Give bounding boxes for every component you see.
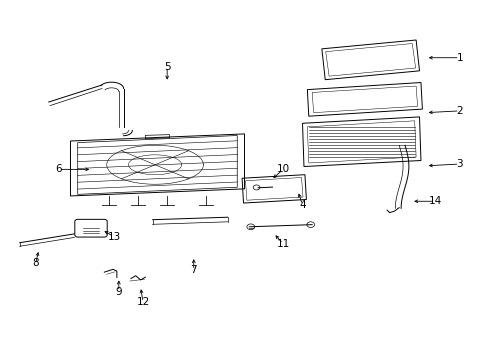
Text: 7: 7 bbox=[190, 265, 197, 275]
Text: 1: 1 bbox=[455, 53, 462, 63]
Text: 12: 12 bbox=[136, 297, 149, 307]
Text: 2: 2 bbox=[455, 106, 462, 116]
Text: 11: 11 bbox=[276, 239, 289, 249]
Text: 3: 3 bbox=[455, 159, 462, 169]
Text: 4: 4 bbox=[299, 200, 305, 210]
Text: 13: 13 bbox=[107, 232, 121, 242]
Text: 9: 9 bbox=[115, 287, 122, 297]
Text: 8: 8 bbox=[32, 258, 39, 268]
Text: 6: 6 bbox=[55, 165, 61, 174]
Text: 5: 5 bbox=[163, 62, 170, 72]
Text: 10: 10 bbox=[276, 165, 289, 174]
Text: 14: 14 bbox=[428, 196, 441, 206]
